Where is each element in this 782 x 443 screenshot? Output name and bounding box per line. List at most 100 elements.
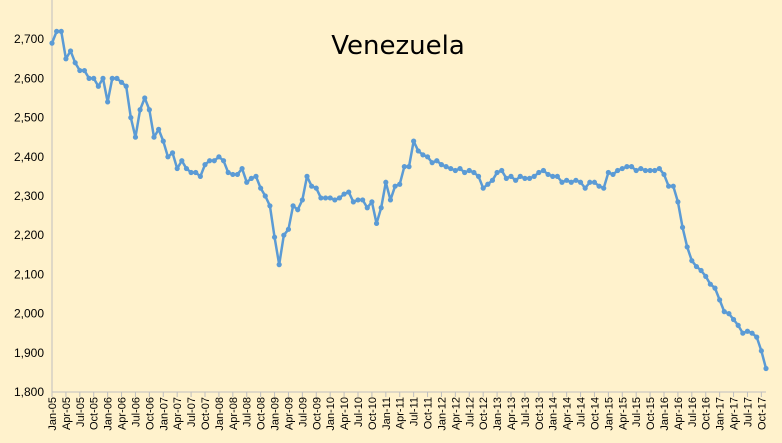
- data-point: [295, 207, 301, 213]
- y-tick-label: 2,600: [14, 71, 44, 85]
- data-point: [721, 309, 727, 315]
- data-point: [740, 330, 746, 336]
- data-point: [151, 134, 157, 140]
- data-point: [54, 28, 60, 34]
- data-point: [81, 67, 88, 74]
- data-point: [545, 171, 551, 178]
- data-point: [591, 179, 598, 185]
- data-point: [211, 158, 217, 164]
- data-point: [118, 79, 125, 85]
- data-point: [355, 197, 361, 203]
- data-point: [114, 75, 120, 81]
- data-point: [735, 322, 741, 328]
- y-tick-label: 1,900: [14, 346, 44, 360]
- data-point: [401, 164, 407, 170]
- data-point: [642, 167, 649, 174]
- data-point: [332, 197, 338, 203]
- data-point: [582, 185, 588, 191]
- data-point: [364, 205, 370, 211]
- data-point: [322, 195, 329, 201]
- data-point: [466, 167, 472, 174]
- data-point: [624, 164, 630, 170]
- data-point: [95, 83, 101, 89]
- y-tick-label: 2,700: [14, 32, 44, 46]
- data-point: [420, 152, 426, 158]
- data-point: [633, 167, 639, 174]
- data-point: [72, 60, 78, 66]
- data-point: [508, 173, 514, 179]
- x-tick-label: Jul-09: [297, 397, 309, 427]
- x-tick-label: Apr-11: [395, 397, 407, 429]
- data-point: [698, 267, 704, 274]
- data-point: [489, 177, 496, 183]
- x-tick-label: Jul-17: [742, 397, 754, 427]
- data-point: [605, 169, 611, 176]
- x-tick-label: Apr-09: [283, 397, 295, 430]
- data-point: [360, 197, 366, 203]
- data-point: [230, 171, 236, 178]
- data-point: [540, 167, 547, 174]
- data-point: [666, 183, 672, 189]
- data-point: [234, 171, 241, 178]
- data-point: [281, 232, 287, 238]
- x-tick-label: Oct-09: [311, 397, 323, 430]
- data-point: [559, 179, 565, 185]
- data-point: [262, 193, 268, 199]
- x-tick-label: Oct-12: [478, 397, 490, 430]
- x-tick-label: Apr-10: [339, 397, 351, 430]
- data-point: [100, 75, 106, 81]
- data-point: [160, 138, 166, 144]
- x-tick-label: Jan-13: [492, 397, 504, 431]
- data-point: [350, 199, 356, 205]
- x-tick-label: Jul-14: [576, 397, 588, 427]
- x-tick-label: Jul-05: [75, 397, 87, 427]
- data-point: [536, 169, 542, 176]
- y-tick-label: 2,100: [14, 267, 44, 281]
- data-point: [647, 167, 653, 174]
- data-point: [448, 165, 454, 172]
- x-axis: Jan-05 Apr-05 Jul-05 Oct-05 Jan-06 Apr-06 Jul-…: [47, 391, 768, 431]
- data-point: [67, 48, 74, 54]
- data-point: [132, 134, 139, 140]
- x-tick-label: Jul-15: [631, 397, 643, 427]
- x-tick-label: Jan-15: [603, 397, 615, 431]
- data-point: [531, 173, 537, 179]
- data-point: [517, 173, 523, 179]
- x-tick-label: Jul-08: [242, 397, 254, 427]
- data-point: [341, 191, 347, 197]
- data-point: [656, 165, 662, 172]
- x-tick-label: Apr-13: [506, 397, 518, 430]
- x-tick-label: Oct-10: [367, 397, 379, 430]
- data-point: [610, 171, 616, 178]
- data-point: [128, 115, 134, 121]
- data-point: [744, 328, 751, 334]
- data-point: [216, 154, 222, 160]
- data-point: [105, 99, 111, 105]
- data-point: [387, 197, 394, 203]
- data-point: [689, 258, 695, 264]
- data-point: [670, 183, 676, 189]
- data-point: [313, 185, 319, 191]
- data-point: [383, 179, 389, 185]
- data-point: [443, 164, 449, 170]
- data-point: [63, 56, 69, 62]
- data-point: [179, 158, 185, 164]
- x-tick-label: Jan-06: [103, 397, 115, 431]
- data-point: [244, 179, 250, 185]
- data-point: [596, 183, 602, 189]
- data-point: [717, 297, 723, 303]
- x-tick-label: Oct-15: [645, 397, 657, 430]
- data-point: [503, 175, 509, 181]
- data-point: [638, 165, 644, 172]
- data-point: [369, 199, 375, 205]
- x-tick-label: Oct-11: [423, 397, 435, 429]
- data-point: [693, 263, 700, 270]
- x-tick-label: Jul-10: [353, 397, 365, 427]
- x-tick-label: Apr-07: [172, 397, 184, 430]
- x-tick-label: Apr-12: [450, 397, 462, 430]
- data-point: [378, 205, 384, 211]
- data-point: [207, 158, 213, 164]
- data-point: [239, 165, 245, 172]
- data-point: [513, 177, 519, 183]
